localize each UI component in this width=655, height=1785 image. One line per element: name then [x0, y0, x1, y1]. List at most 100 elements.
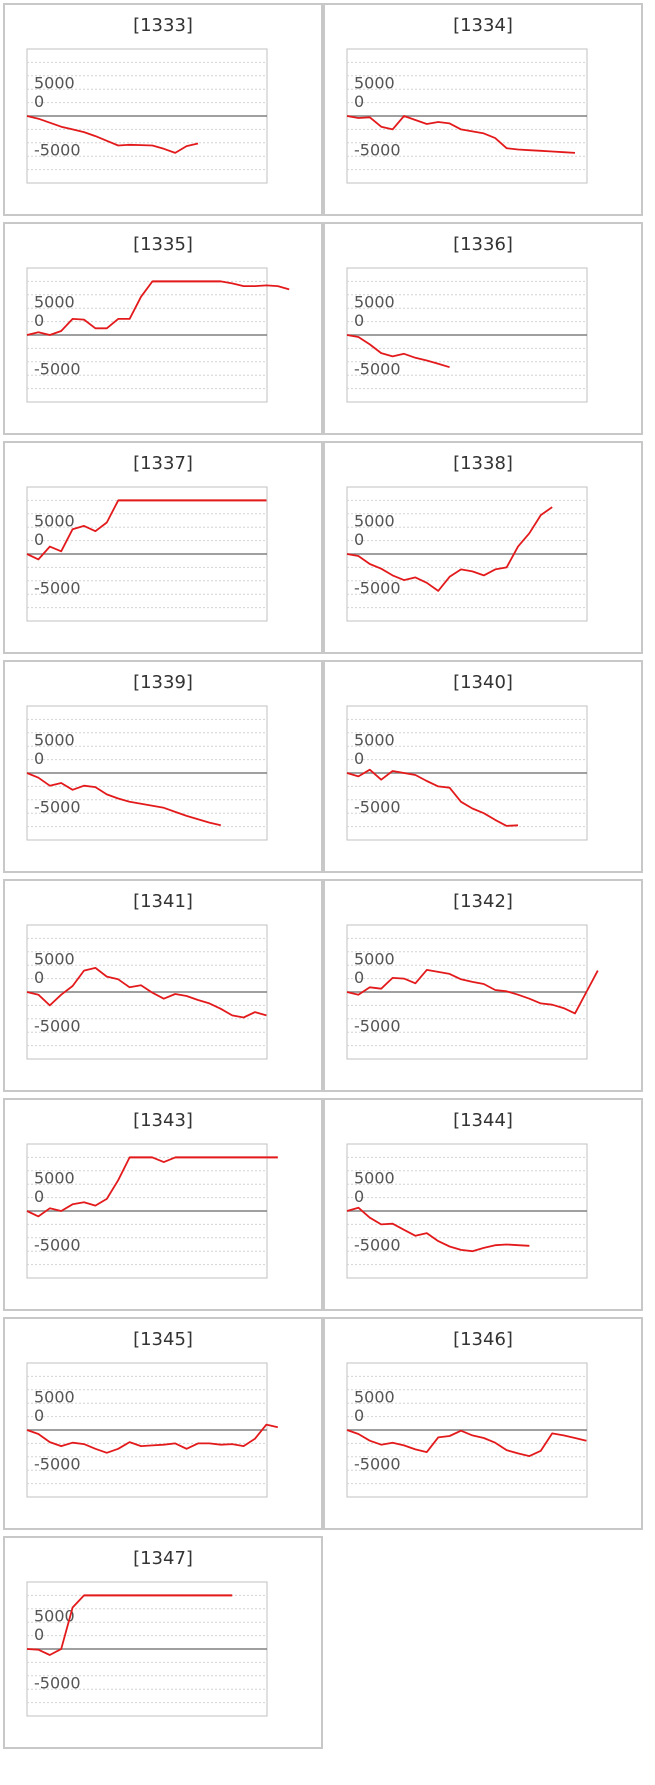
y-tick-label: -5000 [34, 141, 81, 160]
chart-panel: [1334] 5000 0 -5000 [323, 3, 643, 216]
y-tick-label: -5000 [34, 579, 81, 598]
chart-panel: [1336] 5000 0 -5000 [323, 222, 643, 435]
chart-panel: [1333] 5000 0 -5000 [3, 3, 323, 216]
y-tick-label: 5000 [354, 731, 395, 750]
chart-title: [1335] [133, 234, 193, 255]
series-line [346, 768, 519, 827]
series-line [26, 115, 199, 154]
chart-title: [1347] [133, 1548, 193, 1569]
y-tick-label: 5000 [34, 1607, 75, 1626]
chart-title: [1342] [453, 891, 513, 912]
y-tick-label: 0 [354, 92, 364, 111]
series-line [346, 969, 599, 1015]
y-tick-label: -5000 [354, 1236, 401, 1255]
y-tick-label: 0 [34, 530, 44, 549]
series-line [346, 1429, 587, 1458]
y-tick-label: 0 [34, 311, 44, 330]
chart-panel: [1338] 5000 0 -5000 [323, 441, 643, 654]
chart-title: [1343] [133, 1110, 193, 1131]
y-tick-label: 0 [354, 530, 364, 549]
chart-panel: [1343] 5000 0 -5000 [3, 1098, 323, 1311]
y-tick-label: 0 [34, 1406, 44, 1425]
y-tick-label: 5000 [34, 293, 75, 312]
y-tick-label: 5000 [34, 512, 75, 531]
series-line [26, 1423, 279, 1454]
y-tick-label: -5000 [34, 798, 81, 817]
y-tick-label: -5000 [354, 1455, 401, 1474]
chart-panel: [1345] 5000 0 -5000 [3, 1317, 323, 1530]
y-tick-label: -5000 [34, 360, 81, 379]
y-tick-label: 0 [354, 311, 364, 330]
y-tick-label: 5000 [354, 1169, 395, 1188]
y-tick-label: -5000 [354, 141, 401, 160]
series-line [26, 772, 222, 827]
series-line [26, 499, 267, 561]
y-tick-label: -5000 [354, 579, 401, 598]
y-tick-label: -5000 [34, 1236, 81, 1255]
series-line [26, 1156, 278, 1218]
chart-title: [1334] [453, 15, 513, 36]
chart-title: [1345] [133, 1329, 193, 1350]
y-tick-label: 5000 [34, 74, 75, 93]
series-line [26, 1594, 233, 1656]
y-tick-label: 5000 [354, 950, 395, 969]
series-line [346, 115, 576, 154]
y-tick-label: 5000 [354, 74, 395, 93]
chart-title: [1339] [133, 672, 193, 693]
y-tick-label: -5000 [354, 798, 401, 817]
chart-panel: [1340] 5000 0 -5000 [323, 660, 643, 873]
chart-title: [1341] [133, 891, 193, 912]
y-tick-label: 0 [34, 1625, 44, 1644]
series-line [346, 1206, 530, 1253]
chart-panel: [1346] 5000 0 -5000 [323, 1317, 643, 1530]
y-tick-label: 0 [34, 968, 44, 987]
y-tick-label: -5000 [34, 1455, 81, 1474]
y-tick-label: -5000 [34, 1674, 81, 1693]
y-tick-label: 5000 [34, 1169, 75, 1188]
chart-panel: [1342] 5000 0 -5000 [323, 879, 643, 1092]
y-tick-label: 5000 [354, 1388, 395, 1407]
y-tick-label: -5000 [34, 1017, 81, 1036]
series-line [346, 334, 450, 369]
y-tick-label: 0 [354, 1187, 364, 1206]
y-tick-label: 0 [354, 1406, 364, 1425]
chart-title: [1336] [453, 234, 513, 255]
chart-title: [1338] [453, 453, 513, 474]
y-tick-label: 5000 [34, 1388, 75, 1407]
y-tick-label: 5000 [354, 512, 395, 531]
y-tick-label: 0 [34, 749, 44, 768]
y-tick-label: 5000 [34, 950, 75, 969]
y-tick-label: 0 [354, 968, 364, 987]
y-tick-label: -5000 [354, 1017, 401, 1036]
chart-panel: [1335] 5000 0 -5000 [3, 222, 323, 435]
y-tick-label: 0 [354, 749, 364, 768]
chart-panel: [1339] 5000 0 -5000 [3, 660, 323, 873]
y-tick-label: 0 [34, 1187, 44, 1206]
chart-title: [1344] [453, 1110, 513, 1131]
chart-panel: [1341] 5000 0 -5000 [3, 879, 323, 1092]
series-line [26, 967, 267, 1019]
chart-title: [1346] [453, 1329, 513, 1350]
y-tick-label: -5000 [354, 360, 401, 379]
chart-title: [1337] [133, 453, 193, 474]
chart-panel: [1347] 5000 0 -5000 [3, 1536, 323, 1749]
series-line [26, 280, 290, 336]
series-line [346, 506, 553, 592]
y-tick-label: 5000 [34, 731, 75, 750]
chart-title: [1333] [133, 15, 193, 36]
